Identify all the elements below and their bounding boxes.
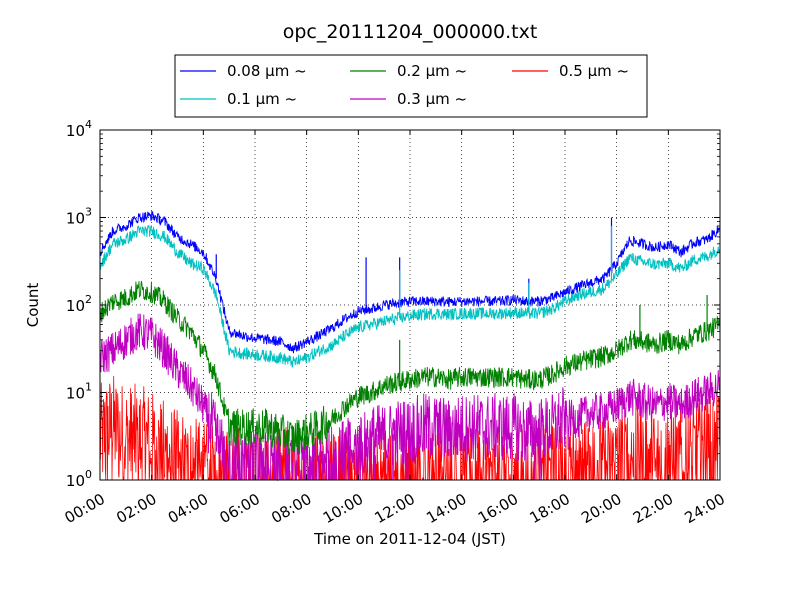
y-tick-label: 101: [66, 381, 92, 403]
series-line-0: [99, 211, 721, 354]
spike-layer: [215, 217, 708, 382]
chart-title: opc_20111204_000000.txt: [283, 21, 538, 43]
series-layer: [99, 211, 721, 482]
series-line-2: [99, 280, 721, 455]
legend-frame: [174, 54, 648, 118]
legend-label: 0.08 μm ~: [227, 62, 307, 80]
y-tick-label: 102: [66, 293, 92, 315]
grid: [100, 130, 720, 480]
y-axis-label: Count: [24, 283, 42, 328]
series-line-3: [99, 313, 721, 482]
legend-label: 0.3 μm ~: [397, 90, 467, 108]
y-tick-label: 100: [66, 468, 92, 490]
plot-area: [99, 129, 721, 482]
legend-label: 0.5 μm ~: [559, 62, 629, 80]
y-tick-labels: 100 101 102 103 104: [66, 118, 92, 490]
series-line-1: [99, 224, 721, 368]
legend: 0.08 μm ~ 0.1 μm ~ 0.2 μm ~ 0.3 μm ~ 0.5 μm …: [174, 54, 648, 118]
legend-label: 0.2 μm ~: [397, 62, 467, 80]
y-tick-label: 104: [66, 118, 92, 140]
axis-ticks: [99, 129, 721, 481]
x-axis-label: Time on 2011-12-04 (JST): [313, 530, 506, 548]
legend-label: 0.1 μm ~: [227, 90, 297, 108]
y-tick-label: 103: [66, 206, 92, 228]
